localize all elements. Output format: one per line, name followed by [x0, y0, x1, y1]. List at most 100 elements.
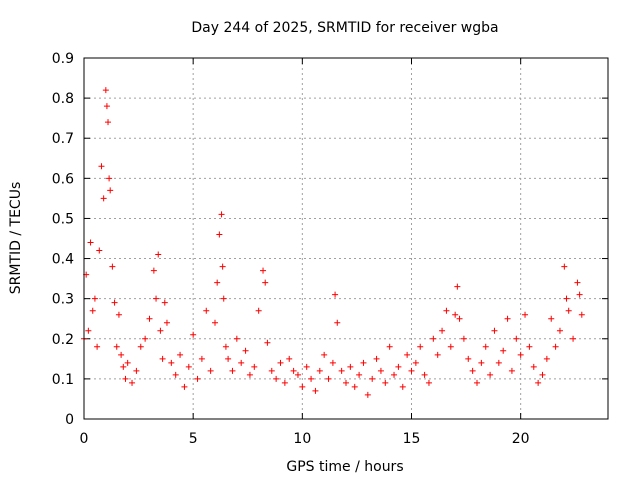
data-point — [161, 299, 168, 306]
data-point — [222, 343, 229, 350]
data-point — [91, 295, 98, 302]
data-point — [157, 327, 164, 334]
y-tick-label: 0.3 — [52, 292, 74, 308]
data-point — [212, 319, 218, 326]
data-point — [447, 343, 454, 350]
data-point — [153, 295, 160, 302]
data-point — [268, 367, 275, 374]
data-point — [421, 371, 428, 378]
data-point — [399, 383, 406, 390]
data-point — [286, 355, 293, 362]
data-point — [434, 351, 441, 358]
data-point — [332, 291, 339, 298]
data-point — [456, 315, 463, 322]
data-point — [115, 311, 122, 318]
data-point — [408, 367, 415, 374]
data-point — [543, 355, 550, 362]
data-point — [150, 267, 157, 274]
data-point — [107, 187, 114, 194]
data-point — [96, 247, 103, 254]
x-tick-label: 20 — [512, 431, 530, 447]
data-point — [198, 355, 205, 362]
data-point — [177, 351, 184, 358]
data-point — [395, 363, 402, 370]
data-point — [113, 343, 120, 350]
data-point — [417, 343, 424, 350]
data-point — [255, 307, 262, 314]
data-point — [487, 371, 494, 378]
data-point — [482, 343, 489, 350]
data-point — [294, 371, 301, 378]
data-point — [570, 335, 577, 342]
data-point — [563, 295, 570, 302]
data-point — [303, 363, 310, 370]
data-point — [185, 363, 192, 370]
y-axis-label: SRMTID / TECUs — [8, 182, 24, 295]
data-point — [103, 103, 110, 110]
data-point — [382, 379, 389, 386]
data-point — [377, 367, 384, 374]
data-point — [469, 367, 476, 374]
data-point — [251, 363, 258, 370]
data-point — [556, 327, 563, 334]
data-point — [124, 359, 131, 366]
data-point — [238, 359, 245, 366]
data-point — [526, 343, 533, 350]
y-tick-label: 0 — [65, 412, 74, 428]
x-tick-label: 15 — [403, 431, 421, 447]
data-point — [172, 371, 179, 378]
data-point — [386, 343, 393, 350]
data-point — [220, 295, 227, 302]
data-point — [129, 379, 136, 386]
data-point — [425, 379, 432, 386]
data-point — [109, 263, 116, 270]
point-layer — [81, 87, 585, 398]
data-point — [98, 163, 105, 170]
chart-title: Day 244 of 2025, SRMTID for receiver wgb… — [191, 20, 498, 36]
data-point — [338, 367, 345, 374]
data-point — [264, 339, 271, 346]
data-point — [219, 263, 226, 270]
data-point — [273, 375, 280, 382]
data-point — [229, 367, 236, 374]
data-point — [190, 331, 197, 338]
data-point — [329, 359, 336, 366]
data-point — [308, 375, 315, 382]
data-point — [225, 355, 232, 362]
data-point — [535, 379, 542, 386]
data-point — [262, 279, 269, 286]
data-point — [233, 335, 240, 342]
data-point — [495, 359, 502, 366]
data-point — [356, 371, 363, 378]
plot-frame — [83, 57, 609, 420]
data-point — [565, 307, 572, 314]
y-tick-label: 0.6 — [52, 171, 74, 187]
data-point — [561, 263, 568, 270]
data-point — [316, 367, 323, 374]
data-point — [347, 363, 354, 370]
data-point — [142, 335, 149, 342]
data-point — [146, 315, 153, 322]
y-tick-label: 0.8 — [52, 91, 74, 107]
data-point — [181, 383, 188, 390]
data-point — [87, 239, 94, 246]
data-point — [89, 307, 96, 314]
data-point — [194, 375, 201, 382]
x-tick-label: 5 — [189, 431, 198, 447]
data-point — [334, 319, 341, 326]
data-point — [155, 251, 162, 258]
data-point — [454, 283, 461, 290]
data-point — [474, 379, 480, 386]
data-point — [576, 291, 583, 298]
data-point — [343, 379, 349, 386]
data-point — [216, 231, 223, 238]
data-point — [548, 315, 555, 322]
data-point — [290, 367, 297, 374]
x-tick-label: 0 — [80, 431, 89, 447]
data-point — [111, 299, 118, 306]
data-point — [404, 351, 411, 358]
data-point — [478, 359, 485, 366]
data-point — [369, 375, 376, 382]
y-tick-label: 0.5 — [52, 211, 74, 227]
